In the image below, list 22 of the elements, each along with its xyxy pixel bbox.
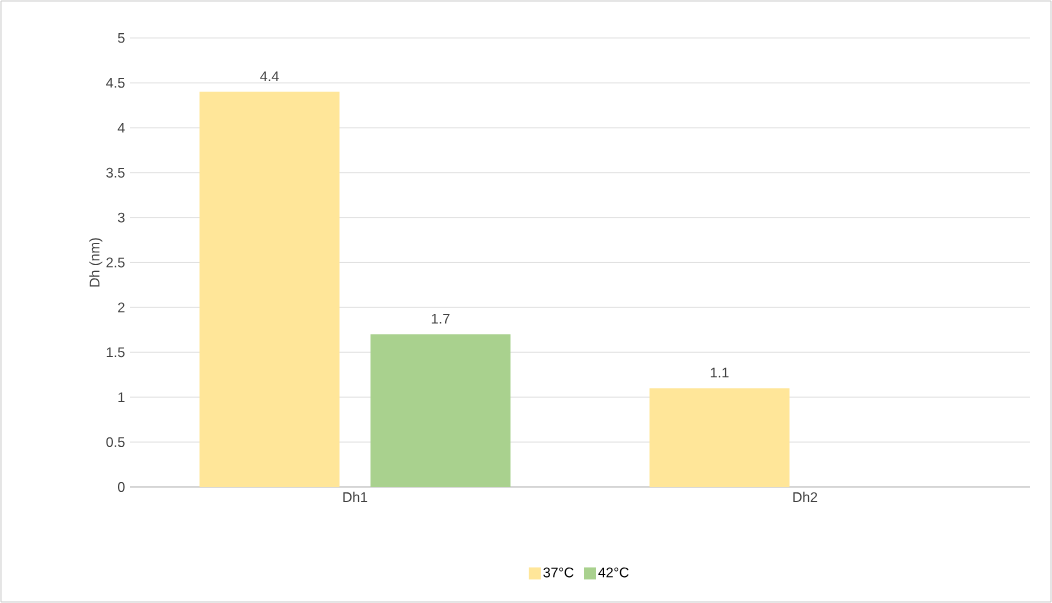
data-label: 1.1 xyxy=(710,367,729,378)
y-tick-label: 1.5 xyxy=(106,347,125,358)
y-tick-label: 4 xyxy=(117,122,125,133)
bar xyxy=(199,91,340,487)
data-label: 4.4 xyxy=(260,71,279,82)
bar xyxy=(649,388,790,487)
data-label: 1.7 xyxy=(431,313,450,324)
legend-label: 37°C xyxy=(543,567,574,578)
y-tick-label: 0 xyxy=(117,482,125,492)
bar xyxy=(370,334,511,487)
y-tick-label: 2.5 xyxy=(106,257,125,268)
y-tick-label: 0.5 xyxy=(106,437,125,448)
y-axis-title: Dh (nm) xyxy=(89,238,103,287)
legend-label: 42°C xyxy=(598,567,629,578)
y-tick-label: 3.5 xyxy=(106,167,125,178)
x-tick-label: Dh1 xyxy=(343,491,368,502)
y-tick-label: 2 xyxy=(118,302,125,313)
y-tick-label: 1 xyxy=(118,392,125,402)
y-tick-label: 3 xyxy=(117,212,125,223)
x-tick-label: Dh2 xyxy=(793,491,818,502)
y-tick-label: 4.5 xyxy=(106,78,125,88)
y-tick-label: 5 xyxy=(117,33,125,43)
